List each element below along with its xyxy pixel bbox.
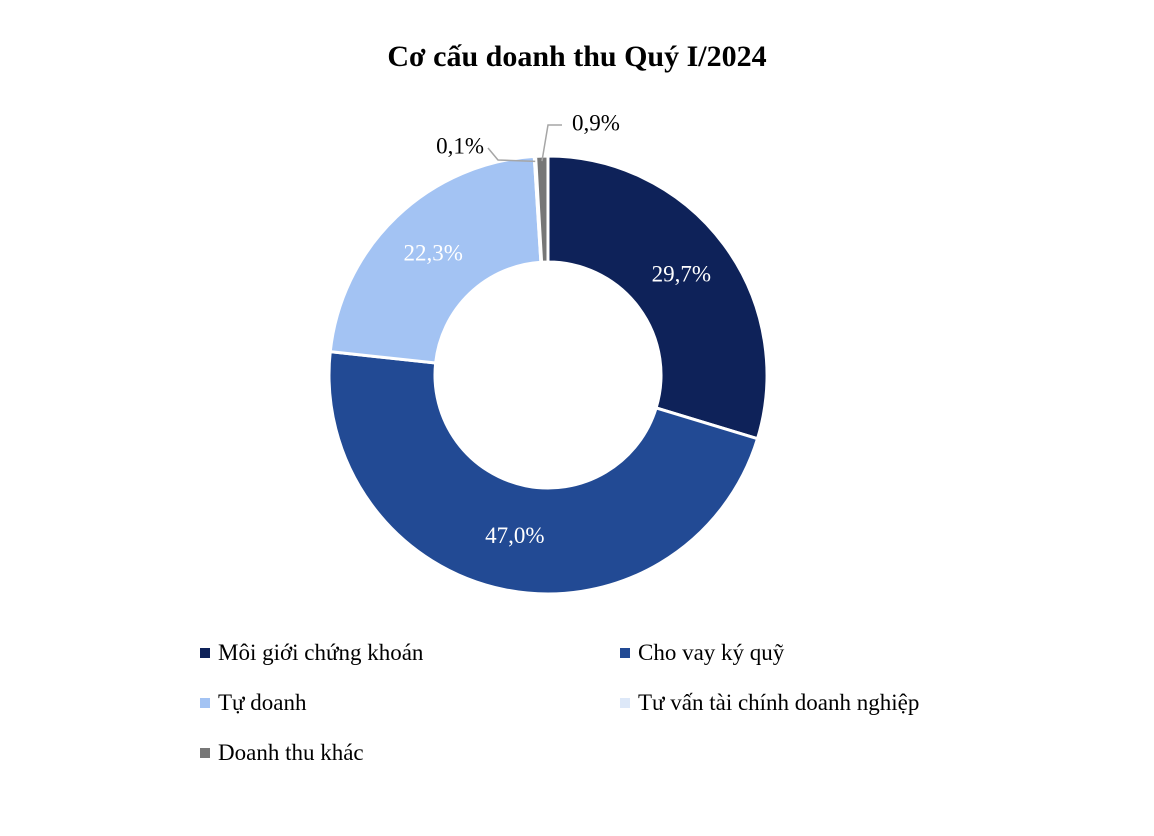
- data-label-moi-gioi: 29,7%: [652, 261, 711, 286]
- data-label-khac: 0,9%: [572, 110, 620, 135]
- slice-moi-gioi: [546, 154, 769, 441]
- data-label-cho-vay: 47,0%: [485, 523, 544, 548]
- slice-cho-vay: [327, 350, 760, 596]
- leader-line-khac: [541, 124, 562, 162]
- data-label-tu-doanh: 22,3%: [404, 240, 463, 265]
- slice-tu-doanh: [328, 154, 543, 365]
- slice-khac: [534, 154, 550, 264]
- leader-line-tu-van: [487, 147, 536, 163]
- data-label-tu-van: 0,1%: [436, 133, 484, 158]
- chart-title: Cơ cấu doanh thu Quý I/2024: [387, 40, 767, 73]
